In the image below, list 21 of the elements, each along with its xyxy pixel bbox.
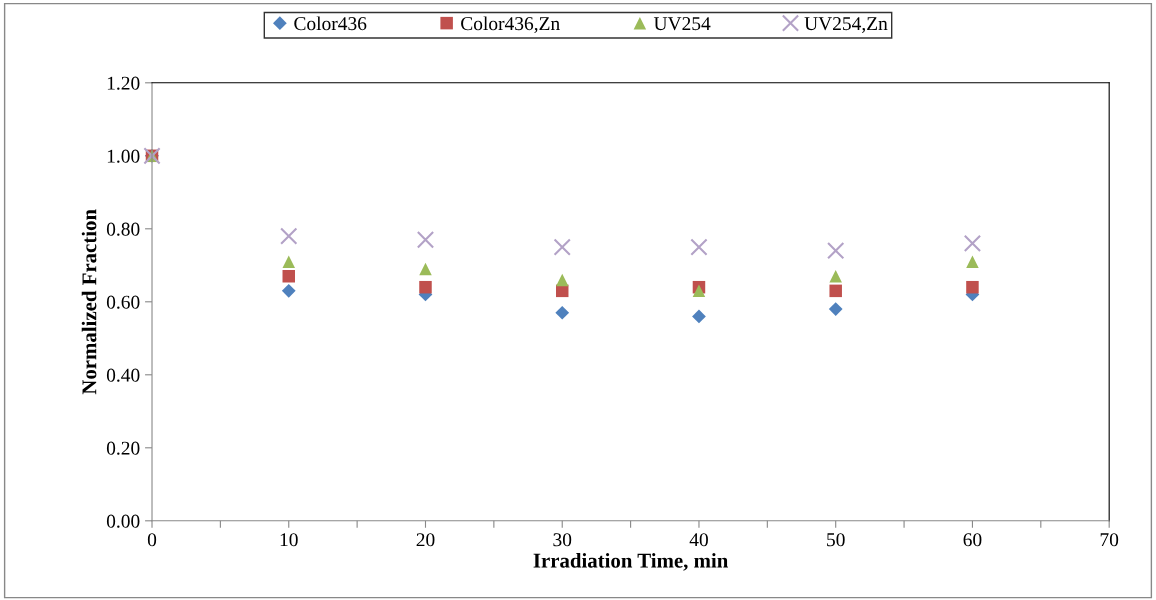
legend-label: Color436,Zn xyxy=(461,16,560,33)
x-tick-label: 50 xyxy=(827,533,845,547)
x-tick-label: 30 xyxy=(553,533,572,547)
legend-label: Color436 xyxy=(294,16,367,31)
legend-label: UV254 xyxy=(653,17,711,31)
x-tick-label: 0 xyxy=(147,533,157,547)
x-tick-label: 70 xyxy=(1100,533,1119,547)
legend-label: UV254,Zn xyxy=(804,17,888,33)
y-tick-label: 0.00 xyxy=(106,514,140,528)
x-tick-label: 40 xyxy=(689,533,708,547)
x-tick-label: 10 xyxy=(280,533,298,547)
y-tick-label: 0.40 xyxy=(106,368,140,382)
x-tick-label: 20 xyxy=(416,533,435,547)
y-tick-label: 0.80 xyxy=(106,222,140,236)
y-tick-label: 1.00 xyxy=(107,149,140,163)
y-tick-label: 0.20 xyxy=(106,441,140,455)
y-axis-title: Normalized Fraction xyxy=(81,209,97,395)
y-tick-label: 0.60 xyxy=(106,295,140,309)
x-axis-title: Irradiation Time, min xyxy=(533,553,729,571)
x-tick-label: 60 xyxy=(963,533,982,547)
y-tick-label: 1.20 xyxy=(107,76,140,90)
